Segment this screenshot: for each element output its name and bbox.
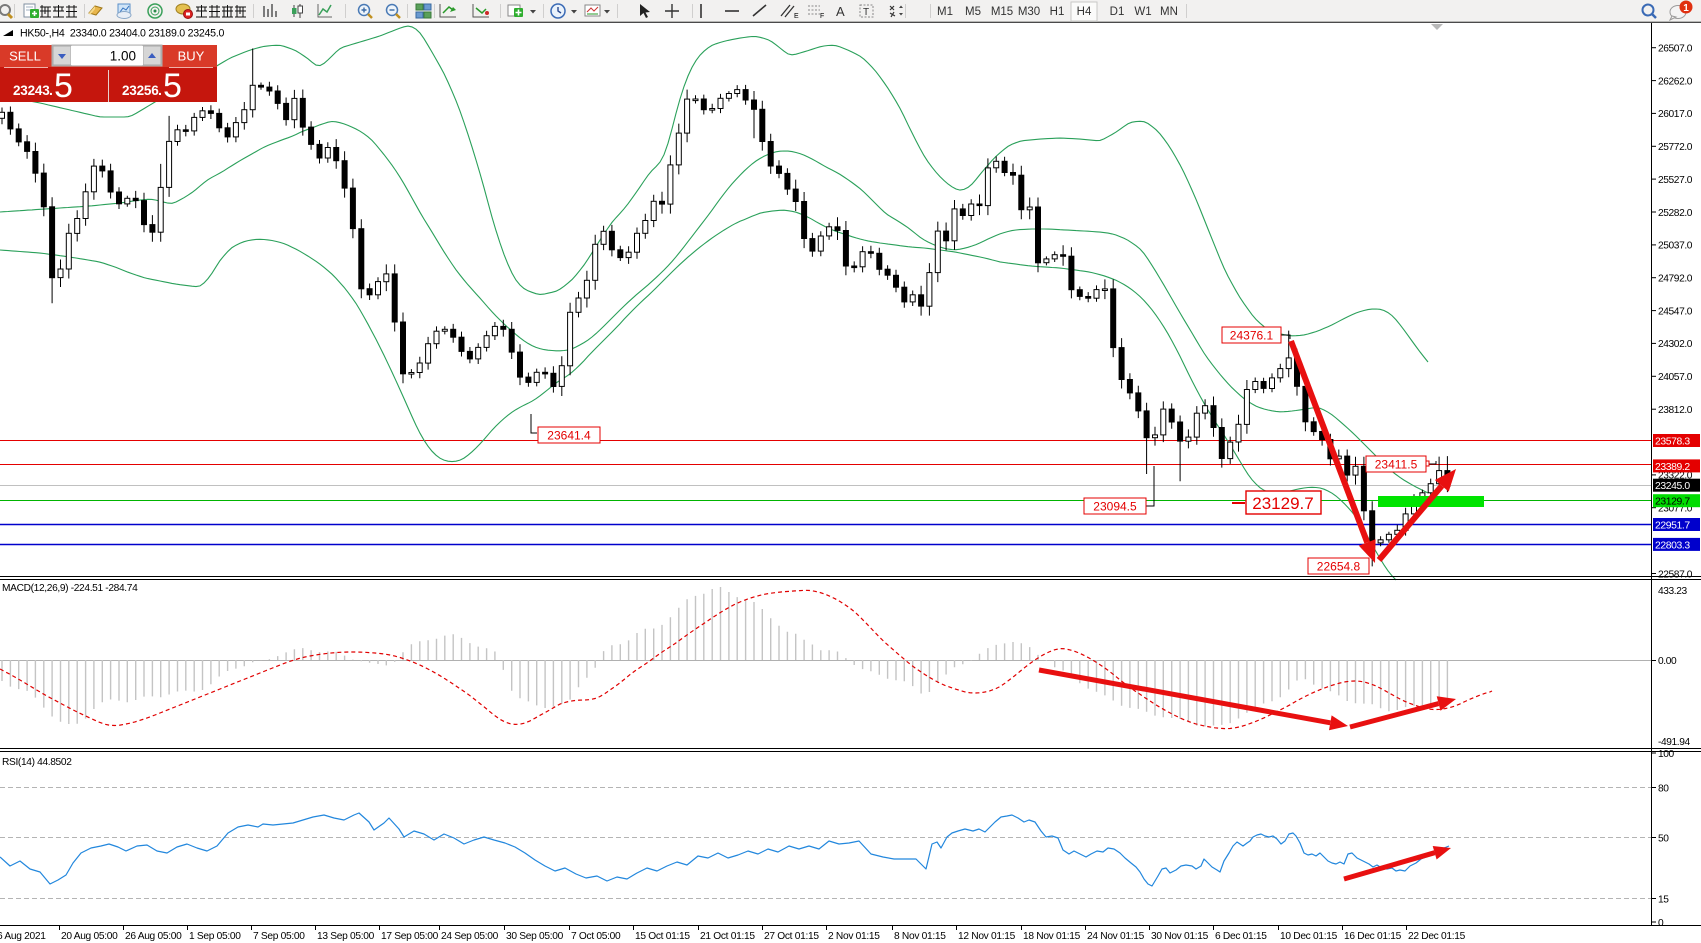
svg-text:7 Oct 05:00: 7 Oct 05:00: [571, 931, 621, 942]
svg-text:24057.0: 24057.0: [1658, 372, 1693, 383]
svg-text:17 Sep 05:00: 17 Sep 05:00: [381, 931, 439, 942]
svg-text:26 Aug 05:00: 26 Aug 05:00: [125, 931, 182, 942]
svg-text:BUY: BUY: [178, 49, 205, 64]
svg-text:W1: W1: [1134, 6, 1151, 18]
svg-text:22803.3: 22803.3: [1655, 540, 1690, 551]
svg-text:23389.2: 23389.2: [1655, 462, 1690, 473]
svg-text:M15: M15: [991, 6, 1013, 18]
svg-text:21 Oct 01:15: 21 Oct 01:15: [700, 931, 755, 942]
svg-text:24 Sep 05:00: 24 Sep 05:00: [441, 931, 499, 942]
svg-text:100: 100: [1658, 749, 1675, 760]
svg-text:1: 1: [1683, 3, 1689, 14]
svg-text:E: E: [794, 13, 799, 20]
svg-text:1.00: 1.00: [110, 49, 136, 64]
svg-text:22 Dec 01:15: 22 Dec 01:15: [1408, 931, 1466, 942]
svg-text:23077.0: 23077.0: [1658, 504, 1693, 515]
svg-text:1 Sep 05:00: 1 Sep 05:00: [189, 931, 241, 942]
svg-text:23094.5: 23094.5: [1093, 499, 1137, 513]
svg-text:23322.0: 23322.0: [1658, 471, 1693, 482]
svg-text:30 Sep 05:00: 30 Sep 05:00: [506, 931, 564, 942]
svg-text:23245.0: 23245.0: [1655, 481, 1690, 492]
svg-text:30 Nov 01:15: 30 Nov 01:15: [1151, 931, 1209, 942]
svg-text:13 Sep 05:00: 13 Sep 05:00: [317, 931, 375, 942]
svg-text:25282.0: 25282.0: [1658, 208, 1693, 219]
svg-text:23578.3: 23578.3: [1655, 436, 1690, 447]
svg-text:23812.0: 23812.0: [1658, 405, 1693, 416]
svg-text:22951.7: 22951.7: [1655, 520, 1690, 531]
svg-text:26262.0: 26262.0: [1658, 76, 1693, 87]
svg-text:23411.5: 23411.5: [1375, 457, 1418, 471]
svg-text:24 Nov 01:15: 24 Nov 01:15: [1087, 931, 1145, 942]
svg-text:23129.7: 23129.7: [1252, 494, 1313, 513]
svg-text:10 Dec 01:15: 10 Dec 01:15: [1280, 931, 1338, 942]
svg-text:26507.0: 26507.0: [1658, 44, 1693, 55]
svg-text:23641.4: 23641.4: [547, 428, 591, 442]
svg-text:RSI(14) 44.8502: RSI(14) 44.8502: [2, 757, 72, 768]
svg-text:25772.0: 25772.0: [1658, 142, 1693, 153]
svg-text:5: 5: [163, 67, 182, 105]
svg-text:D1: D1: [1110, 6, 1125, 18]
svg-text:6 Dec 01:15: 6 Dec 01:15: [1215, 931, 1267, 942]
svg-text:F: F: [820, 13, 824, 20]
svg-text:A: A: [836, 4, 845, 19]
svg-text:H1: H1: [1050, 6, 1065, 18]
svg-text:0.00: 0.00: [1658, 656, 1677, 667]
svg-text:-491.94: -491.94: [1658, 737, 1690, 748]
svg-text:24376.1: 24376.1: [1230, 328, 1274, 342]
svg-text:27 Oct 01:15: 27 Oct 01:15: [764, 931, 819, 942]
svg-text:T: T: [863, 7, 869, 18]
svg-text:7 Sep 05:00: 7 Sep 05:00: [253, 931, 305, 942]
svg-text:MN: MN: [1160, 6, 1178, 18]
svg-text:23129.7: 23129.7: [1655, 497, 1690, 508]
svg-text:22587.0: 22587.0: [1658, 569, 1693, 580]
svg-text:23243: 23243: [13, 83, 50, 98]
svg-text:MACD(12,26,9) -224.51 -284.74: MACD(12,26,9) -224.51 -284.74: [2, 583, 138, 594]
svg-text:20 Aug 05:00: 20 Aug 05:00: [61, 931, 118, 942]
svg-text:M1: M1: [937, 6, 953, 18]
svg-text:2 Nov 01:15: 2 Nov 01:15: [828, 931, 880, 942]
svg-text:M5: M5: [965, 6, 981, 18]
svg-text:HK50-,H4 23340.0 23404.0 2318: HK50-,H4 23340.0 23404.0 23189.0 23245.0: [20, 28, 225, 40]
svg-text:50: 50: [1658, 833, 1669, 844]
svg-text:M30: M30: [1018, 6, 1040, 18]
svg-text:8 Nov 01:15: 8 Nov 01:15: [894, 931, 946, 942]
svg-text:15 Oct 01:15: 15 Oct 01:15: [635, 931, 690, 942]
svg-text:H4: H4: [1077, 6, 1092, 18]
svg-text:26017.0: 26017.0: [1658, 109, 1693, 120]
svg-text:5: 5: [54, 67, 73, 105]
svg-text:.: .: [158, 82, 162, 98]
svg-text:24547.0: 24547.0: [1658, 306, 1693, 317]
svg-text:6 Aug 2021: 6 Aug 2021: [0, 931, 46, 942]
svg-text:24302.0: 24302.0: [1658, 339, 1693, 350]
svg-text:12 Nov 01:15: 12 Nov 01:15: [958, 931, 1016, 942]
svg-text:25037.0: 25037.0: [1658, 241, 1693, 252]
svg-text:16 Dec 01:15: 16 Dec 01:15: [1344, 931, 1402, 942]
svg-text:18 Nov 01:15: 18 Nov 01:15: [1023, 931, 1081, 942]
svg-text:.: .: [49, 82, 53, 98]
svg-text:15: 15: [1658, 894, 1669, 905]
svg-text:24792.0: 24792.0: [1658, 274, 1693, 285]
svg-text:23256: 23256: [122, 83, 159, 98]
svg-text:SELL: SELL: [9, 49, 41, 64]
svg-text:22654.8: 22654.8: [1317, 559, 1361, 573]
svg-text:433.23: 433.23: [1658, 586, 1687, 597]
svg-text:80: 80: [1658, 783, 1669, 794]
svg-text:0: 0: [1658, 918, 1664, 929]
svg-text:25527.0: 25527.0: [1658, 175, 1693, 186]
